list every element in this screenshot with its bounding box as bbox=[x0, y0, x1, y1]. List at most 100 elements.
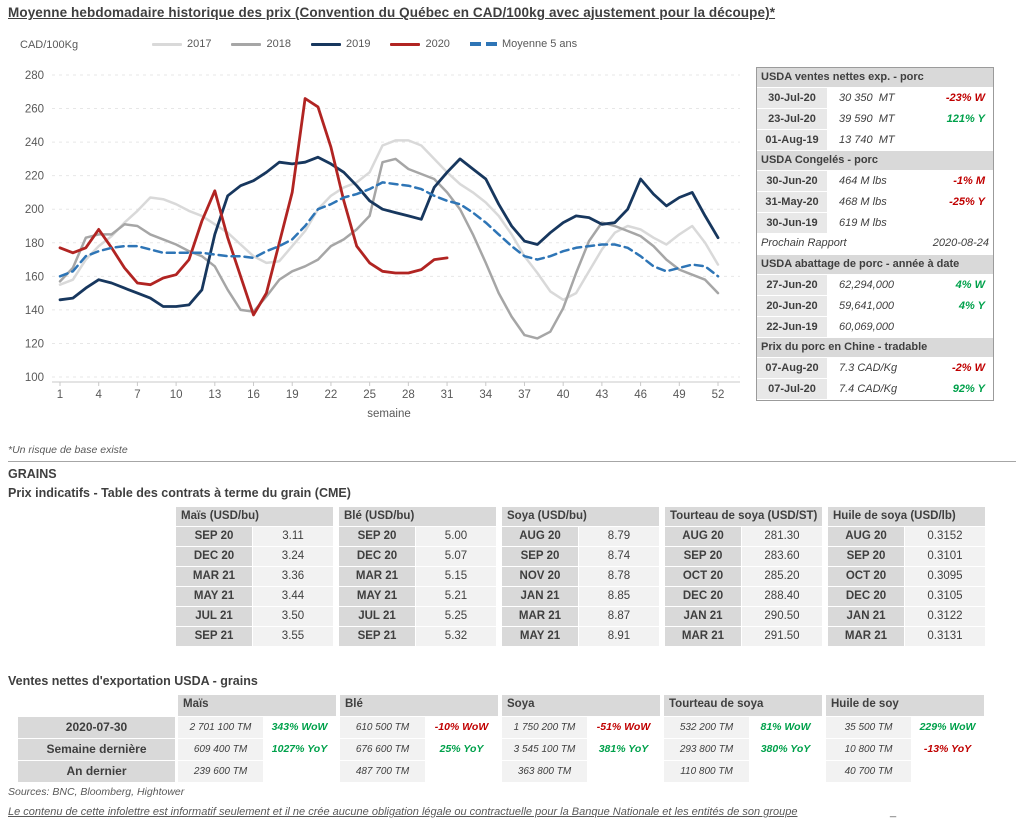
y-tick-label: 180 bbox=[25, 238, 44, 250]
legend-item: 2019 bbox=[310, 38, 370, 50]
legend-label: 2020 bbox=[425, 38, 450, 50]
table-row: JUL 21 3.50 bbox=[176, 607, 333, 626]
legend-line-swatch bbox=[390, 42, 421, 46]
side-table-section-header: USDA Congelés - porc bbox=[757, 151, 993, 171]
row-date: 30-Jun-20 bbox=[757, 171, 829, 191]
contract-month: JAN 21 bbox=[665, 607, 741, 626]
row-change-pct: 92% Y bbox=[952, 383, 985, 395]
table-row: AUG 20 8.79 bbox=[502, 527, 659, 546]
contract-month: AUG 20 bbox=[502, 527, 578, 546]
row-change-pct: -25% Y bbox=[949, 196, 985, 208]
exports-change-pct: 25% YoY bbox=[425, 739, 498, 760]
x-tick-label: 31 bbox=[441, 389, 454, 401]
exports-change-pct: 381% YoY bbox=[587, 739, 660, 760]
row-date: 27-Jun-20 bbox=[757, 275, 829, 295]
exports-change-pct: -10% WoW bbox=[425, 717, 498, 738]
table-row: 22-Jun-19 60,069,000 bbox=[757, 317, 993, 338]
futures-commodity-header: Maïs (USD/bu) bbox=[176, 507, 333, 526]
legal-disclaimer: Le contenu de cette infolettre est infor… bbox=[8, 806, 798, 818]
exports-change-pct: 343% WoW bbox=[263, 717, 336, 738]
table-row: 27-Jun-20 62,294,000 4% W bbox=[757, 275, 993, 296]
futures-commodity-group: Blé (USD/bu) SEP 20 5.00 DEC 20 5.07 MAR 21 5.… bbox=[339, 507, 496, 647]
contract-month: AUG 20 bbox=[665, 527, 741, 546]
next-report-row: Prochain Rapport 2020-08-24 bbox=[757, 234, 993, 255]
contract-month: MAY 21 bbox=[176, 587, 252, 606]
table-row: OCT 20 285.20 bbox=[665, 567, 822, 586]
exports-change-pct: 229% WoW bbox=[911, 717, 984, 738]
series-line-2019 bbox=[58, 155, 720, 308]
x-tick-label: 22 bbox=[325, 389, 338, 401]
y-tick-label: 220 bbox=[25, 171, 44, 183]
exports-corner-cell bbox=[18, 695, 175, 716]
table-row: MAY 21 5.21 bbox=[339, 587, 496, 606]
table-row: DEC 20 0.3105 bbox=[828, 587, 985, 606]
exports-volume: 3 545 100 TM bbox=[502, 739, 587, 760]
contract-price: 5.32 bbox=[416, 627, 496, 646]
contract-price: 3.36 bbox=[253, 567, 333, 586]
table-row: 07-Jul-20 7.4 CAD/Kg 92% Y bbox=[757, 379, 993, 400]
table-row: MAR 21 0.3131 bbox=[828, 627, 985, 646]
x-tick-label: 43 bbox=[595, 389, 608, 401]
row-change-pct bbox=[933, 130, 991, 150]
table-row: NOV 20 8.78 bbox=[502, 567, 659, 586]
row-date: 30-Jul-20 bbox=[757, 88, 829, 108]
contract-price: 8.91 bbox=[579, 627, 659, 646]
legend-label: 2017 bbox=[187, 38, 212, 50]
table-row: JAN 21 8.85 bbox=[502, 587, 659, 606]
exports-change-pct bbox=[263, 761, 336, 782]
contract-price: 0.3131 bbox=[905, 627, 985, 646]
exports-volume: 239 600 TM bbox=[178, 761, 263, 782]
exports-row-label: Semaine dernière bbox=[18, 739, 175, 760]
table-row: 23-Jul-20 39 590 MT 121% Y bbox=[757, 109, 993, 130]
table-row: JAN 21 0.3122 bbox=[828, 607, 985, 626]
row-date: 30-Jun-19 bbox=[757, 213, 829, 233]
x-axis-title: semaine bbox=[367, 408, 410, 420]
contract-price: 0.3105 bbox=[905, 587, 985, 606]
contract-price: 8.85 bbox=[579, 587, 659, 606]
grains-section-title: GRAINS bbox=[8, 467, 57, 481]
exports-commodity-header: Maïs bbox=[178, 695, 336, 716]
table-row: MAY 21 8.91 bbox=[502, 627, 659, 646]
contract-price: 288.40 bbox=[742, 587, 822, 606]
contract-month: SEP 21 bbox=[176, 627, 252, 646]
row-date: 23-Jul-20 bbox=[757, 109, 829, 129]
table-row: AUG 20 0.3152 bbox=[828, 527, 985, 546]
table-row: 30-Jun-19 619 M lbs bbox=[757, 213, 993, 234]
exports-change-pct: -13% YoY bbox=[911, 739, 984, 760]
side-table-section-header: Prix du porc en Chine - tradable bbox=[757, 338, 993, 358]
chart-legend: 2017 2018 2019 2020 Moyenne 5 ans bbox=[152, 38, 577, 50]
series-line-2017 bbox=[58, 139, 720, 302]
contract-month: DEC 20 bbox=[665, 587, 741, 606]
x-tick-label: 1 bbox=[57, 389, 63, 401]
table-row: DEC 20 3.24 bbox=[176, 547, 333, 566]
table-row: 30-Jul-20 30 350 MT -23% W bbox=[757, 88, 993, 109]
contract-month: MAR 21 bbox=[665, 627, 741, 646]
exports-row-label: 2020-07-30 bbox=[18, 717, 175, 738]
exports-commodity-header: Tourteau de soya bbox=[664, 695, 822, 716]
side-table-section-header: USDA ventes nettes exp. - porc bbox=[757, 68, 993, 88]
futures-commodity-header: Huile de soya (USD/lb) bbox=[828, 507, 985, 526]
next-report-date: 2020-08-24 bbox=[932, 237, 989, 249]
table-row: SEP 20 8.74 bbox=[502, 547, 659, 566]
series-line-2020 bbox=[58, 97, 449, 317]
exports-change-pct bbox=[749, 761, 822, 782]
table-row: JAN 21 290.50 bbox=[665, 607, 822, 626]
exports-row-label: An dernier bbox=[18, 761, 175, 782]
row-change-pct bbox=[933, 317, 991, 337]
futures-commodity-header: Soya (USD/bu) bbox=[502, 507, 659, 526]
exports-change-pct: 380% YoY bbox=[749, 739, 822, 760]
legend-item: Moyenne 5 ans bbox=[469, 38, 577, 50]
contract-price: 283.60 bbox=[742, 547, 822, 566]
legend-line-swatch bbox=[231, 42, 262, 46]
usda-export-sales-table: Maïs Blé Soya Tourteau de soya Huile de soy 2… bbox=[18, 695, 984, 782]
contract-price: 8.87 bbox=[579, 607, 659, 626]
y-tick-label: 280 bbox=[25, 70, 44, 82]
contract-month: OCT 20 bbox=[828, 567, 904, 586]
exports-volume: 610 500 TM bbox=[340, 717, 425, 738]
x-tick-label: 7 bbox=[134, 389, 140, 401]
contract-month: DEC 20 bbox=[828, 587, 904, 606]
contract-month: MAR 21 bbox=[339, 567, 415, 586]
table-row: SEP 21 3.55 bbox=[176, 627, 333, 646]
table-row: MAR 21 8.87 bbox=[502, 607, 659, 626]
table-row: MAY 21 3.44 bbox=[176, 587, 333, 606]
